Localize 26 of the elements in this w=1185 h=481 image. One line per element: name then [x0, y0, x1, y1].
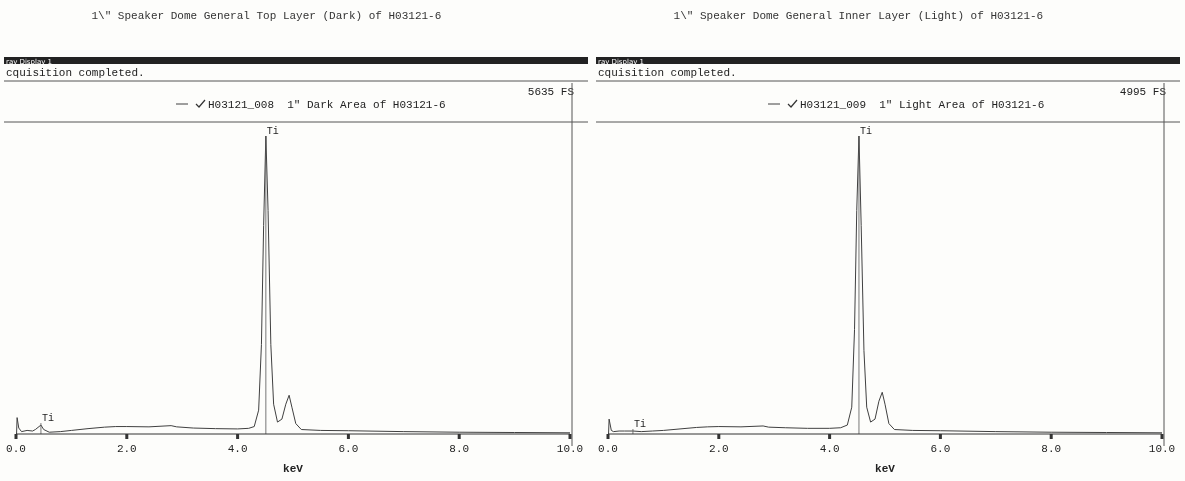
legend-label: H03121_009 1" Light Area of H03121-6	[800, 99, 1045, 111]
annotation: Ti	[633, 419, 646, 431]
x-tick-label: 2.0	[116, 443, 137, 455]
x-tick-label: 0.0	[598, 443, 618, 455]
text: 4995 FS	[1119, 86, 1167, 98]
text: cquisition completed.	[6, 67, 145, 79]
text: cquisition completed.	[598, 67, 737, 79]
chart-title: 1\" Speaker Dome General Inner Layer (Light) of H03121-6	[673, 10, 1044, 22]
chart-title: 1\" Speaker Dome General Top Layer (Dark) of H03121-6	[91, 10, 442, 22]
ref-line-label: Ti	[859, 126, 872, 137]
x-tick-label: 2.0	[708, 443, 729, 455]
x-tick-label: 10.0	[1148, 443, 1176, 455]
x-axis-title: keV	[875, 463, 896, 475]
x-tick-label: 4.0	[227, 443, 248, 455]
x-tick-label: 10.0	[556, 443, 584, 455]
x-tick-label: 4.0	[819, 443, 840, 455]
x-tick-label: 6.0	[338, 443, 359, 455]
x-tick-label: 0.0	[6, 443, 26, 455]
x-tick-label: 6.0	[930, 443, 951, 455]
annotation: Ti	[41, 413, 54, 425]
x-tick-label: 8.0	[1041, 443, 1062, 455]
x-axis-title: keV	[283, 463, 304, 475]
text: 5635 FS	[527, 86, 575, 98]
x-tick-label: 8.0	[449, 443, 470, 455]
legend-label: H03121_008 1" Dark Area of H03121-6	[208, 99, 446, 111]
ref-line-label: Ti	[266, 126, 279, 137]
